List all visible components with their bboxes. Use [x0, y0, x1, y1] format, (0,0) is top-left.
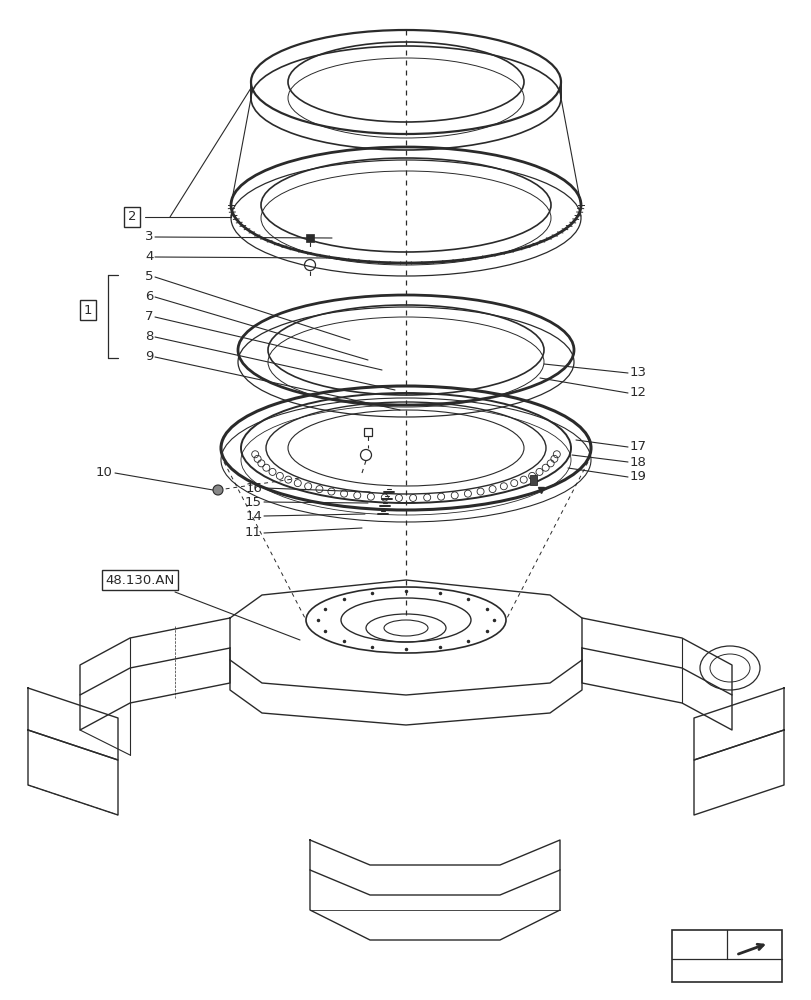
Text: 16: 16	[245, 482, 262, 494]
Bar	[363, 428, 371, 436]
Bar	[306, 234, 314, 242]
Text: 2: 2	[127, 211, 136, 224]
Text: 10: 10	[95, 466, 112, 480]
Text: 9: 9	[145, 351, 153, 363]
Text: 15: 15	[245, 495, 262, 508]
Text: 6: 6	[145, 290, 153, 304]
Text: 12: 12	[629, 386, 646, 399]
Text: 4: 4	[145, 250, 153, 263]
Text: 17: 17	[629, 440, 646, 454]
Text: 5: 5	[145, 270, 153, 284]
Text: 11: 11	[245, 526, 262, 540]
Text: 1: 1	[84, 304, 92, 316]
Bar	[672, 930, 781, 982]
Bar	[530, 475, 536, 485]
Text: 48.130.AN: 48.130.AN	[105, 574, 174, 586]
Text: 13: 13	[629, 366, 646, 379]
Circle shape	[212, 485, 223, 495]
Text: 7: 7	[145, 310, 153, 324]
Text: 3: 3	[145, 231, 153, 243]
Text: 18: 18	[629, 456, 646, 468]
Text: 19: 19	[629, 471, 646, 484]
Text: 14: 14	[245, 510, 262, 522]
Text: 8: 8	[145, 330, 153, 344]
